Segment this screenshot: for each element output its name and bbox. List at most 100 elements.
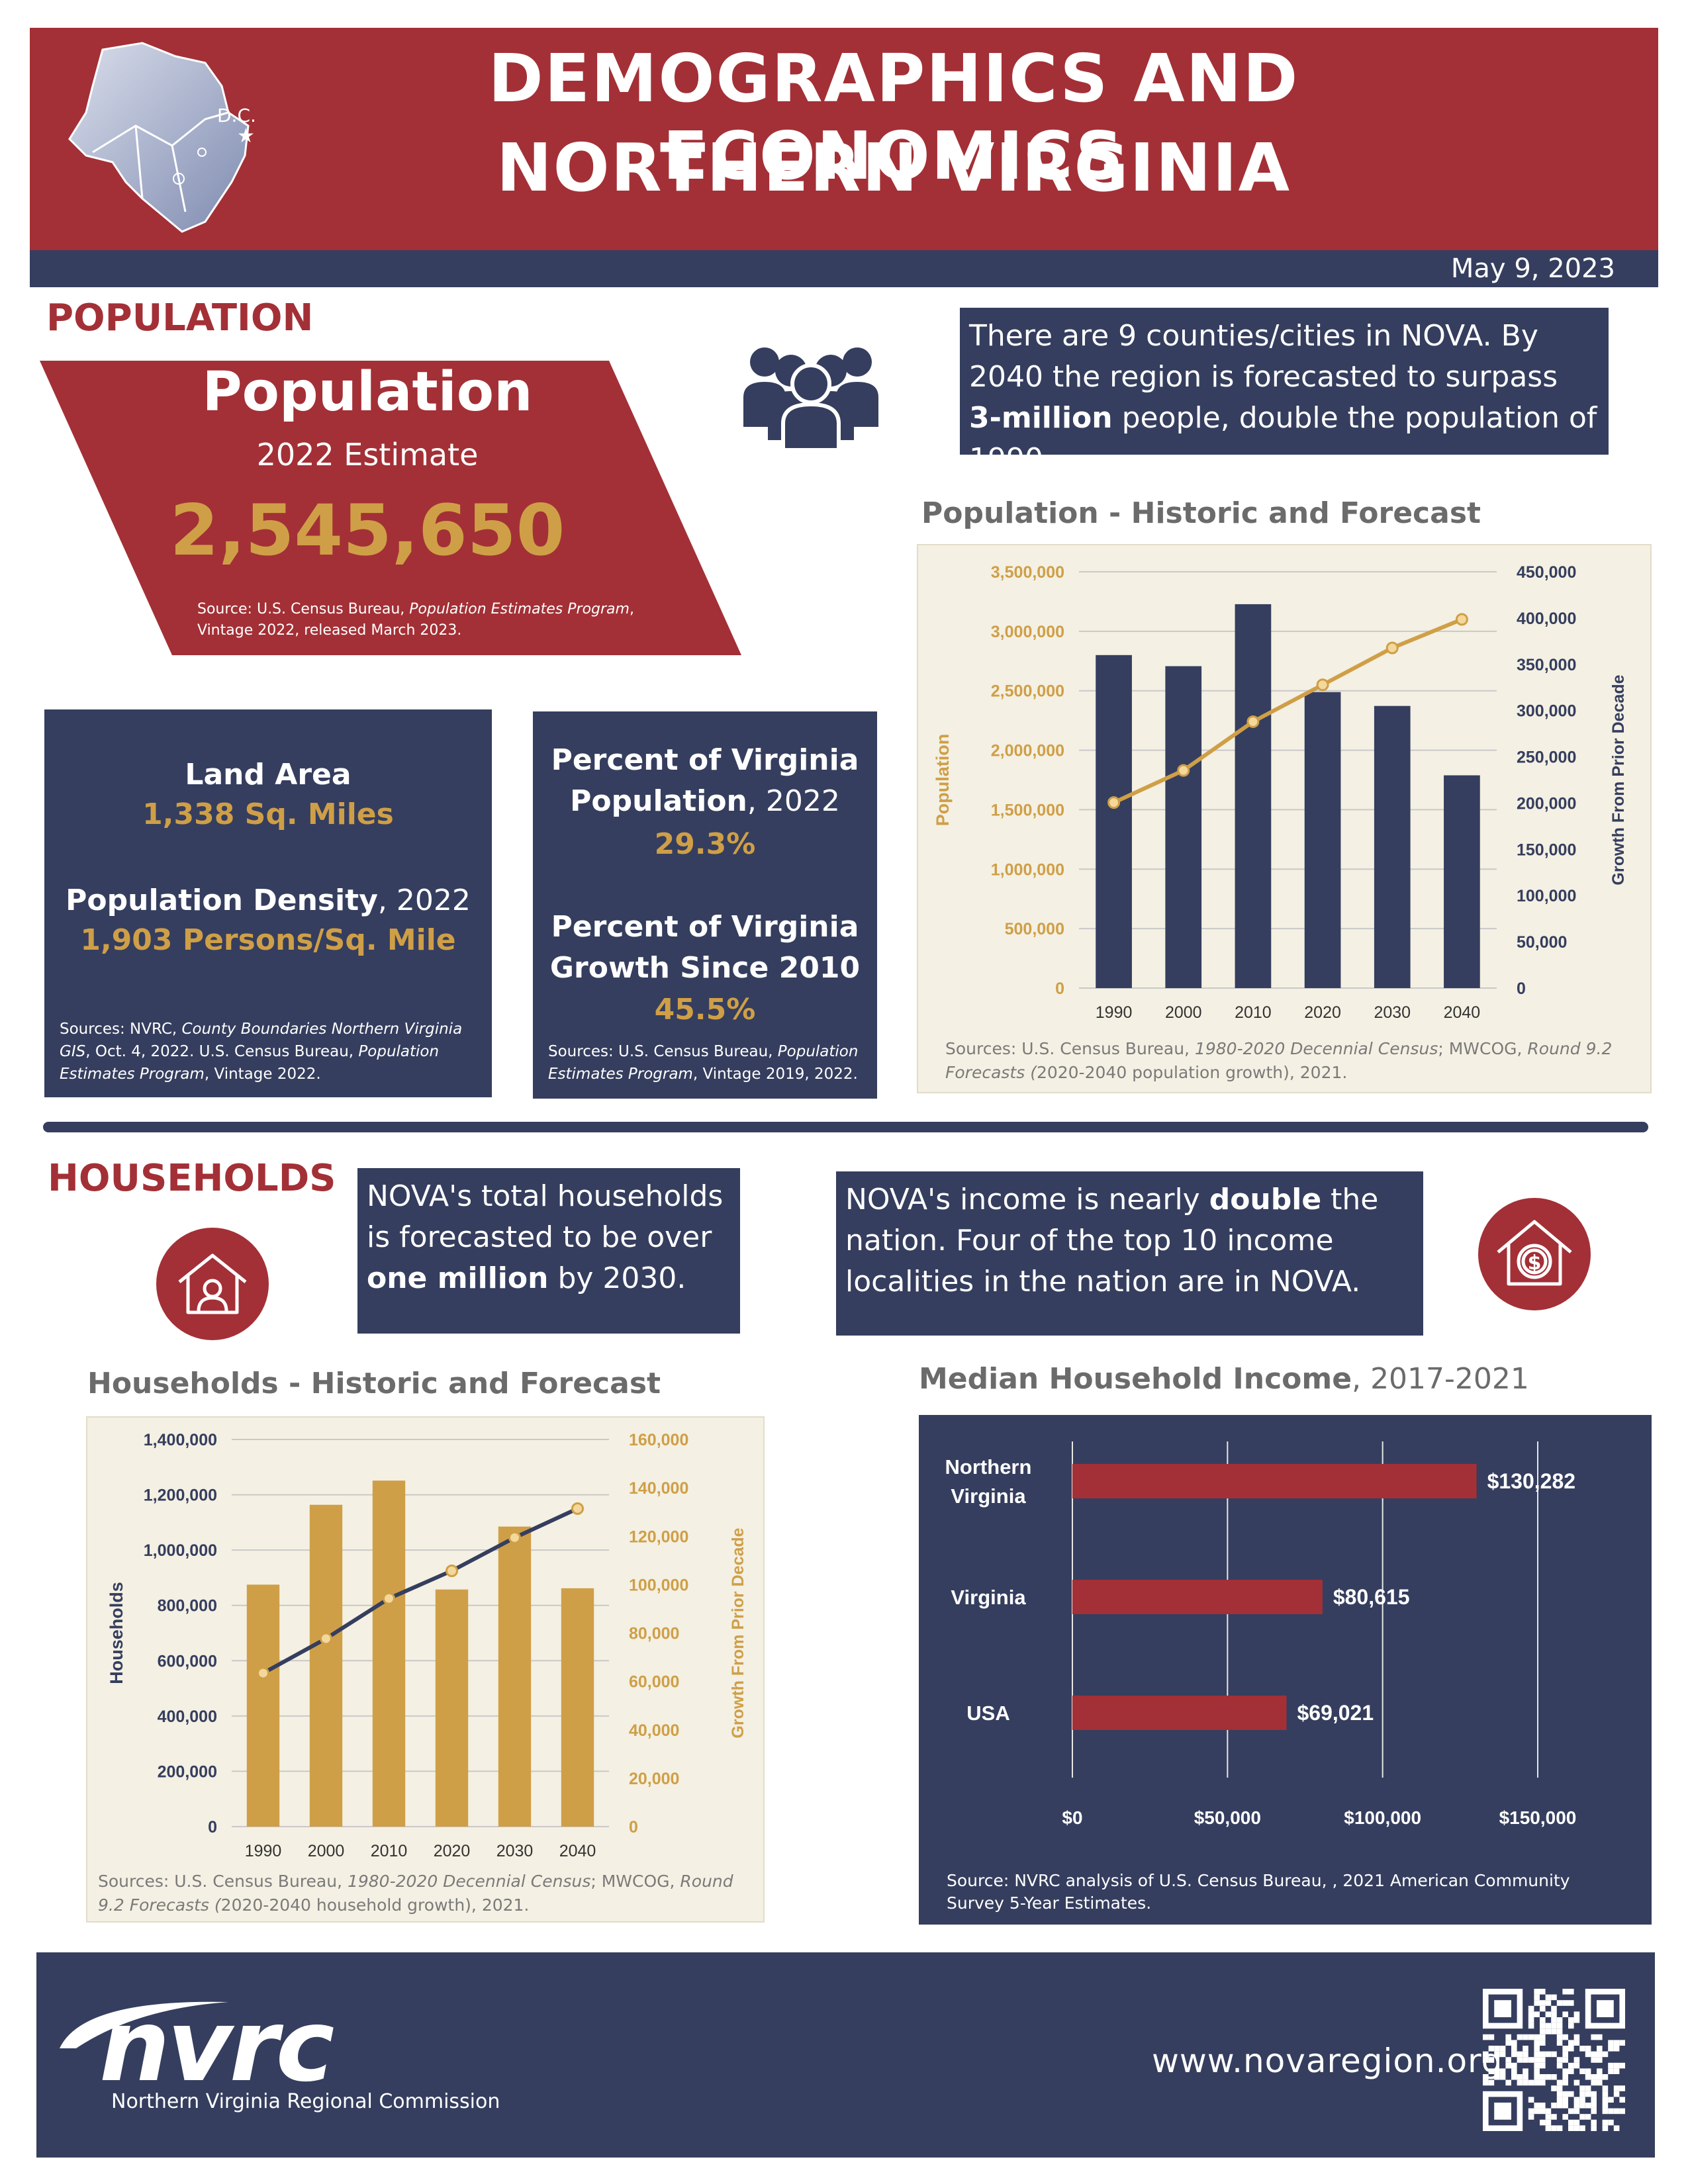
dc-star-icon: ★ [237, 124, 255, 148]
pct-growth-label: Percent of Virginia Growth Since 2010 [549, 910, 861, 985]
left-axis-tick-label: 200,000 [158, 1762, 217, 1781]
qr-module [1562, 2079, 1568, 2086]
density-value: 1,903 Persons/Sq. Mile [80, 923, 456, 957]
qr-module [1579, 2091, 1585, 2097]
qr-module [1556, 2000, 1563, 2006]
left-axis-tick-label: 1,200,000 [144, 1486, 217, 1505]
x-axis-tick-label: 2030 [496, 1842, 534, 1860]
qr-module [1551, 2074, 1557, 2080]
page-title-line2: NORTHERN VIRGINIA [496, 129, 1291, 206]
x-axis-tick-label: $0 [1062, 1807, 1082, 1828]
qr-module [1499, 2046, 1506, 2052]
percent-box-source: Sources: U.S. Census Bureau, Population … [548, 1043, 859, 1083]
svg-text:$: $ [1528, 1251, 1542, 1275]
header-banner [30, 28, 1658, 250]
qr-module [1619, 2085, 1625, 2091]
qr-module [1545, 2051, 1552, 2058]
bar [561, 1588, 594, 1827]
line-point [571, 1502, 584, 1515]
qr-module [1499, 2068, 1506, 2074]
left-axis-tick-label: 3,000,000 [991, 623, 1064, 641]
qr-module [1608, 2046, 1614, 2052]
qr-module [1523, 2034, 1528, 2040]
qr-module [1556, 2028, 1563, 2034]
x-axis-tick-label: 2030 [1374, 1003, 1411, 1022]
qr-module [1523, 2046, 1528, 2052]
qr-module [1517, 2074, 1523, 2080]
qr-module [1591, 2034, 1597, 2040]
nvrc-logo: nvrc [99, 1989, 334, 2104]
qr-module [1608, 2068, 1614, 2074]
qr-module [1585, 2068, 1591, 2074]
qr-module [1619, 2062, 1625, 2069]
line-point [508, 1531, 521, 1544]
qr-module [1540, 2000, 1546, 2006]
qr-module [1585, 2051, 1591, 2058]
qr-module [1568, 2046, 1574, 2052]
qr-module [1534, 2074, 1540, 2080]
qr-module [1573, 2119, 1580, 2126]
qr-module [1568, 2062, 1574, 2069]
qr-module [1585, 2091, 1591, 2097]
qr-module [1602, 2108, 1609, 2115]
qr-module [1545, 2023, 1552, 2029]
right-axis-tick-label: 120,000 [629, 1527, 688, 1546]
households-chart-panel [86, 1416, 765, 1923]
left-axis-tick-label: 1,000,000 [991, 860, 1064, 879]
qr-module [1613, 2046, 1620, 2052]
bar [1235, 604, 1272, 988]
qr-module [1562, 2114, 1568, 2120]
households-chart-title: Households - Historic and Forecast [87, 1367, 661, 1400]
households-chart-source: Sources: U.S. Census Bureau, 1980-2020 D… [98, 1872, 733, 1915]
qr-module [1545, 2011, 1552, 2017]
qr-module [1556, 2017, 1563, 2023]
qr-module [1608, 2062, 1614, 2069]
bar [435, 1589, 469, 1827]
qr-module [1573, 2017, 1580, 2023]
qr-module [1562, 2034, 1568, 2040]
qr-module [1602, 2097, 1609, 2103]
right-axis-tick-label: 50,000 [1517, 933, 1567, 952]
qr-module [1619, 2097, 1625, 2103]
qr-module [1579, 2068, 1585, 2074]
density-label: Population Density, 2022 [66, 884, 471, 917]
qr-module [1551, 2103, 1557, 2109]
line-point [1455, 613, 1468, 626]
qr-code-icon[interactable] [1483, 1989, 1625, 2131]
qr-module [1573, 2011, 1580, 2017]
population-card-value: 2,545,650 [169, 490, 565, 571]
qr-module [1585, 2046, 1591, 2052]
right-axis-tick-label: 160,000 [629, 1431, 688, 1449]
percent-box [533, 711, 877, 1099]
qr-module [1528, 2017, 1534, 2023]
right-axis-tick-label: 450,000 [1517, 563, 1576, 582]
qr-module [1573, 2034, 1580, 2040]
qr-module [1619, 2040, 1625, 2046]
qr-module [1499, 2051, 1506, 2058]
page-title-line1: DEMOGRAPHICS AND ECONOMICS [488, 40, 1299, 195]
section-divider [43, 1122, 1648, 1132]
qr-module [1597, 2068, 1603, 2074]
category-label: Virginia [951, 1586, 1026, 1609]
qr-module [1534, 2051, 1540, 2058]
website-link[interactable]: www.novaregion.org [1152, 2042, 1503, 2080]
qr-module [1556, 2062, 1563, 2069]
right-axis-tick-label: 250,000 [1517, 749, 1576, 767]
line-point [383, 1592, 395, 1605]
qr-module [1488, 2068, 1495, 2074]
left-axis-tick-label: 1,000,000 [144, 1541, 217, 1560]
qr-module [1517, 2079, 1523, 2086]
footer [36, 1952, 1655, 2158]
land-area-label: Land Area [185, 758, 352, 792]
pct-pop-value: 29.3% [654, 827, 756, 861]
qr-module [1556, 2057, 1563, 2063]
qr-module [1573, 2108, 1580, 2115]
bar [1165, 666, 1202, 988]
x-axis-tick-label: 2040 [1444, 1003, 1481, 1022]
bar [1374, 705, 1411, 988]
qr-module [1619, 2108, 1625, 2115]
qr-module [1562, 1989, 1568, 1995]
qr-module [1494, 2046, 1500, 2052]
house-dollar-icon: $ [1478, 1198, 1591, 1310]
qr-module [1545, 1994, 1552, 2001]
